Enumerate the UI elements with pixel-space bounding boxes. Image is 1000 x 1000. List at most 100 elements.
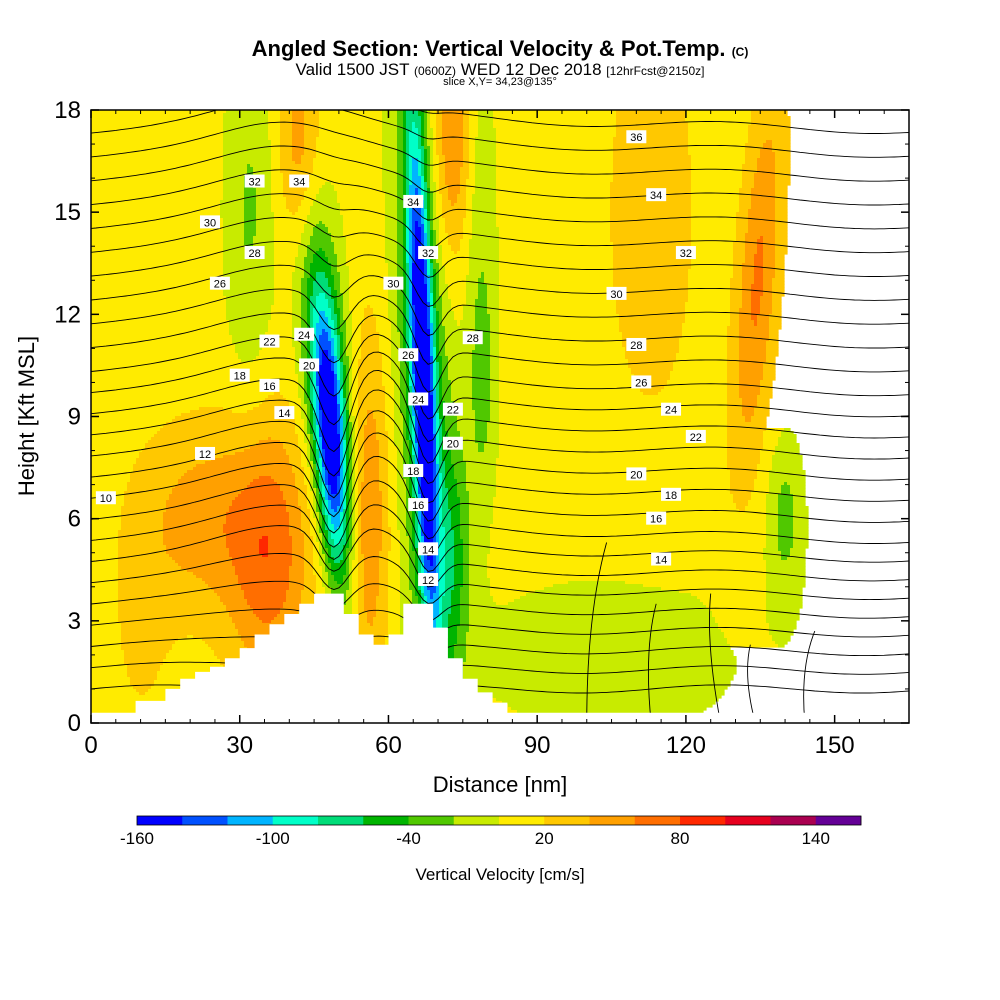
velocity-cell	[490, 416, 500, 420]
velocity-cell	[124, 503, 167, 507]
velocity-cell	[310, 377, 314, 381]
velocity-cell	[337, 347, 341, 351]
velocity-cell	[445, 416, 458, 420]
velocity-cell	[346, 440, 350, 444]
velocity-cell	[349, 485, 353, 489]
velocity-cell	[310, 269, 332, 273]
velocity-cell	[136, 461, 206, 465]
velocity-cell	[775, 233, 788, 237]
velocity-cell	[478, 131, 497, 135]
velocity-cell	[778, 497, 794, 501]
velocity-cell	[130, 479, 179, 483]
velocity-cell	[631, 371, 671, 375]
velocity-cell	[754, 272, 764, 276]
velocity-cell	[91, 134, 224, 138]
velocity-cell	[436, 299, 443, 303]
velocity-cell	[301, 239, 311, 243]
velocity-cell	[742, 185, 755, 189]
velocity-cell	[223, 119, 269, 123]
velocity-cell	[346, 449, 350, 453]
velocity-cell	[451, 308, 464, 312]
velocity-cell	[286, 503, 299, 507]
velocity-cell	[499, 401, 728, 405]
velocity-cell	[397, 524, 407, 528]
velocity-cell	[769, 482, 785, 486]
velocity-cell	[334, 311, 341, 315]
velocity-cell	[226, 317, 272, 321]
velocity-cell	[436, 113, 443, 117]
velocity-cell	[433, 521, 437, 525]
velocity-cell	[412, 302, 428, 306]
velocity-cell	[271, 317, 293, 321]
velocity-cell	[388, 503, 398, 507]
velocity-cell	[292, 119, 305, 123]
velocity-cell	[355, 470, 359, 474]
velocity-cell	[331, 347, 335, 351]
velocity-cell	[382, 110, 398, 114]
velocity-cell	[361, 338, 380, 342]
velocity-cell	[343, 488, 347, 492]
velocity-cell	[499, 284, 614, 288]
velocity-cell	[352, 518, 356, 522]
velocity-cell	[367, 419, 377, 423]
velocity-cell	[253, 407, 290, 411]
velocity-cell	[340, 212, 386, 216]
velocity-cell	[739, 200, 752, 204]
velocity-cell	[91, 320, 230, 324]
velocity-cell	[355, 482, 359, 486]
velocity-cell	[490, 380, 500, 384]
velocity-cell	[253, 170, 272, 174]
velocity-cell	[418, 143, 422, 147]
velocity-cell	[418, 170, 422, 174]
velocity-cell	[307, 248, 320, 252]
velocity-cell	[778, 524, 794, 528]
velocity-cell	[301, 290, 308, 294]
velocity-cell	[772, 467, 803, 471]
velocity-cell	[91, 155, 224, 159]
velocity-cell	[487, 287, 500, 291]
velocity-cell	[325, 476, 329, 480]
velocity-cell	[340, 404, 344, 408]
velocity-cell	[412, 242, 416, 246]
velocity-cell	[673, 368, 728, 372]
velocity-cell	[436, 455, 440, 459]
velocity-cell	[223, 287, 275, 291]
velocity-cell	[346, 344, 353, 348]
velocity-cell	[676, 359, 728, 363]
velocity-cell	[427, 182, 431, 186]
velocity-cell	[442, 398, 452, 402]
velocity-cell	[463, 149, 470, 153]
velocity-cell	[376, 431, 389, 435]
velocity-cell	[349, 404, 353, 408]
velocity-cell	[763, 248, 776, 252]
velocity-cell	[298, 395, 305, 399]
velocity-cell	[427, 149, 431, 153]
velocity-cell	[421, 155, 425, 159]
velocity-cell	[484, 278, 500, 282]
velocity-cell	[496, 461, 728, 465]
velocity-cell	[412, 293, 428, 297]
velocity-cell	[301, 350, 308, 354]
velocity-cell	[343, 503, 347, 507]
velocity-cell	[388, 311, 398, 315]
velocity-cell	[232, 338, 266, 342]
velocity-cell	[418, 137, 422, 141]
velocity-cell	[748, 503, 767, 507]
velocity-cell	[610, 206, 692, 210]
velocity-cell	[433, 179, 440, 183]
velocity-cell	[433, 203, 437, 207]
velocity-cell	[751, 416, 767, 420]
velocity-cell	[166, 503, 233, 507]
velocity-cell	[310, 512, 314, 516]
velocity-cell	[310, 398, 314, 402]
velocity-cell	[358, 473, 365, 477]
velocity-cell	[274, 254, 299, 258]
velocity-cell	[460, 182, 467, 186]
velocity-cell	[793, 515, 809, 519]
velocity-cell	[349, 470, 353, 474]
velocity-cell	[451, 518, 461, 522]
velocity-cell	[307, 389, 311, 393]
velocity-cell	[226, 521, 290, 525]
velocity-cell	[463, 122, 470, 126]
velocity-cell	[442, 263, 470, 267]
